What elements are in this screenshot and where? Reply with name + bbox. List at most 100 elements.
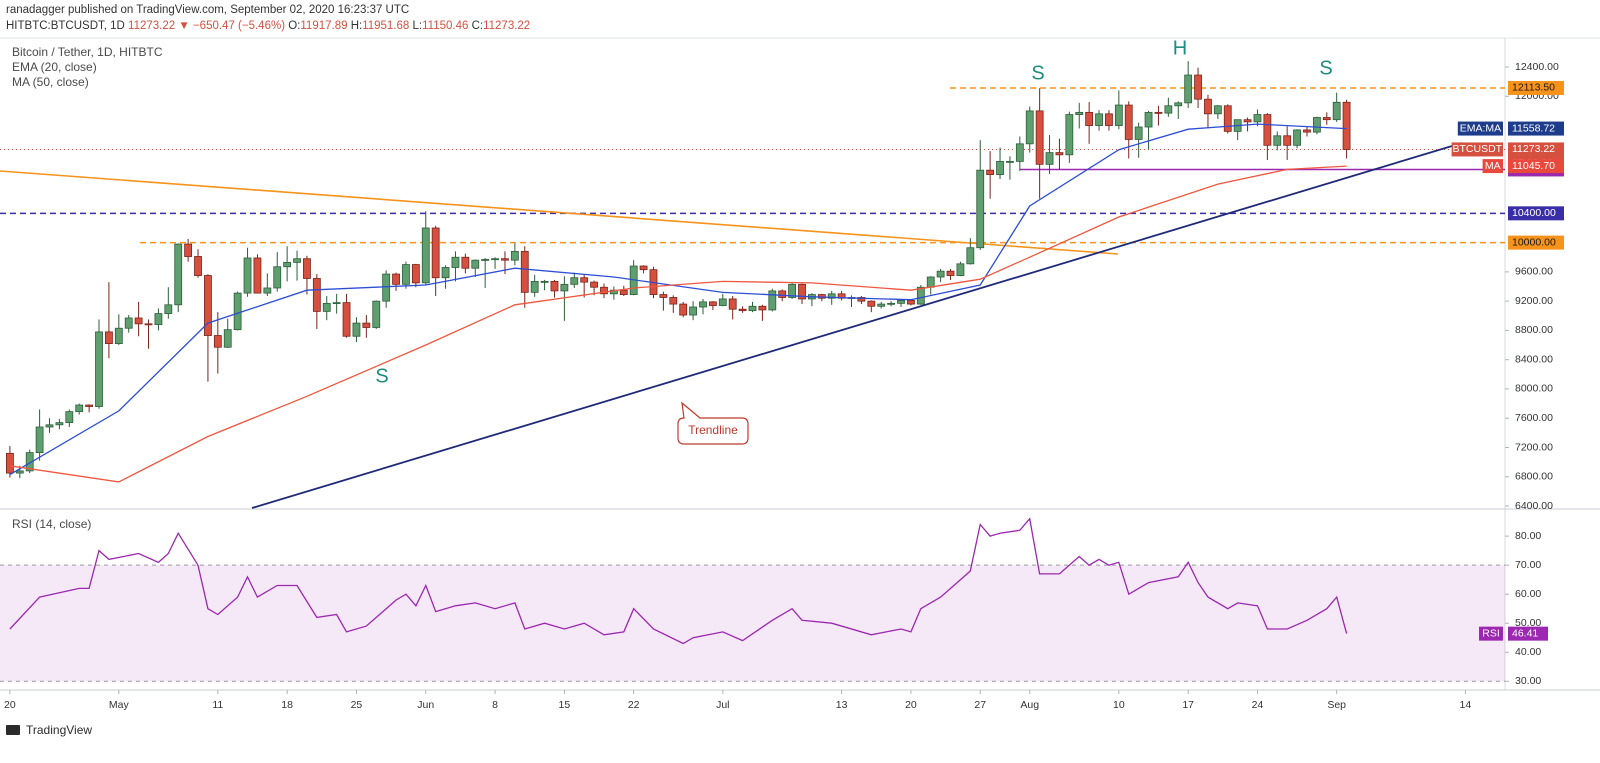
x-tick-label: Jun (417, 699, 434, 711)
candle-body (1322, 117, 1331, 121)
candle-body (986, 169, 995, 175)
candle-body (114, 327, 123, 344)
support-trendline (251, 142, 1463, 509)
pattern-label: S (1031, 62, 1044, 84)
pattern-label: S (375, 365, 388, 387)
candle-body (105, 331, 113, 344)
candle-body (1134, 126, 1143, 140)
name-box (1451, 142, 1503, 157)
data-layer: 12113.5011000.0010400.0010000.00EMA:MA11… (6, 61, 1564, 645)
y-tick-label: 9600.00 (1515, 266, 1553, 278)
y-tick-label: 50.00 (1515, 617, 1541, 629)
candle-body (1045, 152, 1054, 165)
candle-body (887, 302, 896, 305)
candle-body (204, 275, 212, 336)
candle-body (867, 300, 876, 307)
candle-body (332, 302, 341, 305)
candle-body (213, 335, 222, 348)
y-tick-label: 12400.00 (1515, 61, 1559, 73)
y-tick-label: 8000.00 (1515, 383, 1553, 395)
candle-body (382, 273, 391, 302)
x-tick-label: 25 (351, 699, 363, 711)
candle-body (431, 227, 440, 279)
series-line (9, 123, 1347, 476)
y-tick-label: 40.00 (1515, 646, 1541, 658)
name-label: RSI (1482, 627, 1500, 639)
y-tick-label: 8400.00 (1515, 353, 1553, 365)
candle-body (253, 257, 262, 294)
candle-body (441, 267, 450, 279)
candle-body (25, 452, 34, 472)
footer-text: TradingView (26, 723, 92, 737)
candle-body (55, 422, 64, 426)
x-tick-label: 24 (1252, 699, 1264, 711)
x-tick-label: 15 (559, 699, 571, 711)
candle-body (590, 281, 598, 288)
candle-body (65, 411, 74, 424)
candle-body (540, 280, 549, 283)
candle-body (1144, 111, 1153, 128)
candle-body (263, 287, 272, 294)
ohlc-label: O: (288, 20, 300, 32)
name-box (1457, 121, 1503, 136)
candle-body (283, 261, 292, 268)
series-line (9, 165, 1347, 483)
legend-title: RSI (14, close) (12, 517, 91, 531)
candle-body (1114, 104, 1123, 126)
x-tick-label: 17 (1182, 699, 1194, 711)
candle-body (1342, 101, 1351, 150)
ohlc-value: 11150.46 (422, 20, 468, 32)
candle-body (273, 266, 282, 289)
y-tick-label: 70.00 (1515, 559, 1541, 571)
candle-body (897, 300, 905, 304)
candle-body (708, 301, 717, 306)
candle-body (1253, 114, 1262, 123)
x-tick-label: May (109, 699, 130, 711)
x-tick-label: 18 (281, 699, 293, 711)
y-tick-label: 6400.00 (1515, 500, 1553, 512)
name-label: MA (1485, 160, 1501, 172)
candle-body (1243, 119, 1252, 123)
candle-body (501, 258, 509, 261)
candle-body (768, 290, 777, 311)
x-tick-label: 11 (212, 699, 223, 711)
name-box (1482, 159, 1503, 174)
candle-body (1095, 113, 1103, 126)
callout (677, 401, 749, 445)
candle-body (233, 292, 242, 331)
candle-body (550, 280, 559, 292)
value-box (1508, 121, 1564, 136)
candle-body (926, 276, 935, 288)
candle-body (481, 259, 490, 261)
y-tick-label: 7600.00 (1515, 412, 1553, 424)
ohlc-label: L: (413, 20, 423, 32)
candle-body (689, 306, 697, 316)
legend-entry: EMA (20, close) (12, 60, 97, 74)
logo-icon (6, 725, 20, 735)
candle-body (174, 243, 183, 306)
x-tick-label: Jul (716, 699, 729, 711)
level-box (1508, 80, 1564, 95)
candle-body (194, 256, 202, 276)
name-box (1479, 626, 1503, 641)
candle-body (352, 322, 361, 337)
legend-title: Bitcoin / Tether, 1D, HITBTC (12, 45, 163, 59)
candle-body (144, 323, 153, 326)
candle-body (560, 283, 569, 292)
pattern-label: S (1319, 57, 1332, 79)
candle-body (1223, 105, 1232, 132)
candle-body (1025, 110, 1034, 145)
candle-body (966, 247, 975, 265)
publisher: ranadagger published on TradingView.com,… (6, 4, 409, 16)
candle-body (570, 277, 579, 285)
candle-body (1293, 129, 1301, 146)
candle-body (916, 286, 925, 305)
ohlc-label: C: (472, 20, 484, 32)
candle-body (372, 300, 381, 328)
value-label: 11045.70 (1512, 160, 1555, 172)
y-tick-label: 60.00 (1515, 588, 1541, 600)
candle-body (827, 293, 836, 299)
candle-body (1085, 111, 1094, 126)
